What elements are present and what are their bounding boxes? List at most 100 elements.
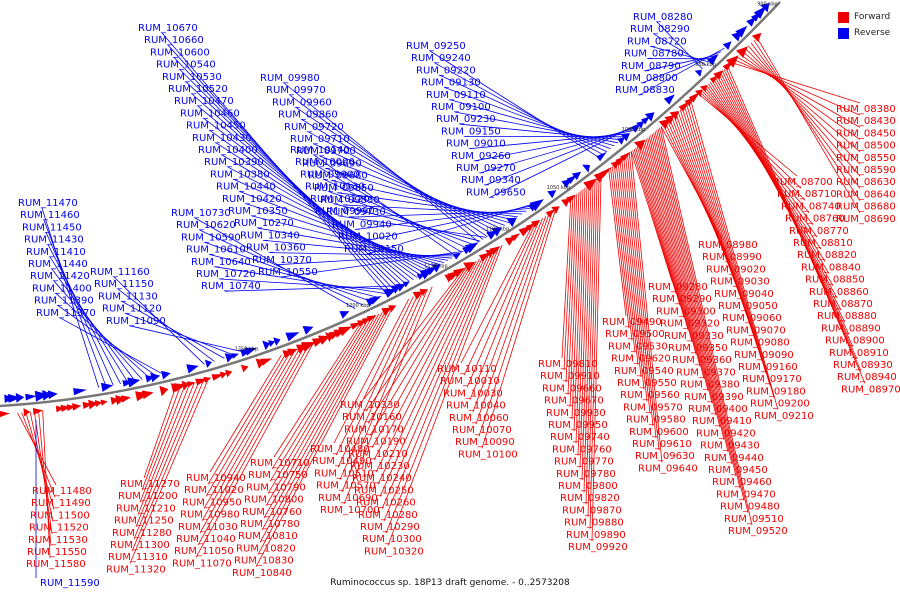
leader-line bbox=[575, 187, 586, 444]
gene-label: RUM_10430 bbox=[192, 133, 252, 144]
leader-line bbox=[239, 191, 437, 268]
gene-label: RUM_08880 bbox=[817, 311, 877, 322]
leader-line bbox=[57, 305, 158, 377]
reverse-gene-arrow bbox=[262, 340, 271, 351]
reverse-gene-arrow bbox=[161, 370, 171, 380]
leader-line bbox=[684, 105, 767, 374]
gene-label: RUM_10420 bbox=[222, 194, 282, 205]
leader-line bbox=[45, 232, 114, 386]
gene-label: RUM_08800 bbox=[618, 73, 678, 84]
reverse-gene-arrow bbox=[753, 5, 767, 19]
gene-label: RUM_08840 bbox=[801, 262, 861, 273]
leader-line bbox=[331, 180, 514, 221]
leader-line bbox=[623, 157, 651, 414]
leader-line bbox=[205, 351, 291, 497]
gene-label: RUM_09080 bbox=[730, 338, 790, 349]
gene-label: RUM_09960 bbox=[272, 97, 332, 108]
gene-label: RUM_10090 bbox=[455, 437, 515, 448]
gene-label: RUM_09220 bbox=[416, 65, 476, 76]
gene-label: RUM_08690 bbox=[836, 214, 896, 225]
leader-line bbox=[463, 222, 537, 376]
leader-line bbox=[333, 203, 481, 242]
leader-line bbox=[337, 294, 419, 468]
leader-line bbox=[636, 146, 689, 330]
gene-label: RUM_08290 bbox=[630, 24, 690, 35]
reverse-gene-arrow bbox=[244, 347, 257, 356]
leader-line bbox=[203, 118, 414, 281]
gene-label: RUM_11150 bbox=[94, 279, 154, 290]
gene-label: RUM_10060 bbox=[449, 413, 509, 424]
leader-line bbox=[589, 176, 600, 529]
gene-label: RUM_09180 bbox=[746, 386, 806, 397]
gene-label: RUM_09990 bbox=[315, 206, 375, 217]
gene-label: RUM_09830 bbox=[320, 195, 380, 206]
leader-line bbox=[271, 320, 366, 470]
gene-label: RUM_09060 bbox=[722, 313, 782, 324]
leader-line bbox=[633, 148, 681, 306]
leader-line bbox=[630, 151, 673, 282]
leader-line bbox=[641, 142, 701, 367]
leader-line bbox=[194, 217, 356, 309]
scale-tick-label: 1250 kbp bbox=[235, 347, 259, 353]
reverse-gene-arrow bbox=[464, 242, 479, 254]
leader-line bbox=[610, 167, 630, 329]
gene-label: RUM_09490 bbox=[602, 317, 662, 328]
leader-line bbox=[365, 266, 467, 412]
leader-line bbox=[307, 131, 497, 232]
gene-label: RUM_10280 bbox=[358, 510, 418, 521]
gene-label: RUM_09380 bbox=[680, 380, 740, 391]
leader-line bbox=[295, 107, 488, 238]
gene-label: RUM_10370 bbox=[252, 255, 312, 266]
forward-swatch bbox=[838, 11, 849, 23]
gene-label: RUM_08770 bbox=[789, 226, 849, 237]
gene-label: RUM_09500 bbox=[605, 329, 665, 340]
gene-label: RUM_09450 bbox=[708, 465, 768, 476]
reverse-gene-arrow bbox=[231, 353, 239, 359]
gene-label: RUM_09580 bbox=[626, 415, 686, 426]
leader-line bbox=[750, 42, 861, 189]
gene-label: RUM_09660 bbox=[542, 383, 602, 394]
forward-gene-arrow bbox=[357, 320, 366, 327]
gene-label: RUM_08970 bbox=[841, 384, 900, 395]
gene-label: RUM_10290 bbox=[360, 522, 420, 533]
leader-line bbox=[697, 93, 798, 177]
reverse-gene-arrow bbox=[735, 25, 748, 38]
leader-line bbox=[739, 53, 861, 140]
leader-line bbox=[363, 268, 464, 400]
leader-line bbox=[745, 48, 861, 165]
forward-gene-arrow bbox=[381, 307, 393, 316]
leader-line bbox=[615, 163, 639, 365]
gene-label: RUM_08760 bbox=[785, 214, 845, 225]
leader-line bbox=[587, 178, 598, 517]
gene-label: RUM_09690 bbox=[302, 158, 362, 169]
gene-label: RUM_11120 bbox=[102, 304, 162, 315]
leader-line bbox=[129, 325, 245, 353]
gene-arrows bbox=[0, 3, 770, 418]
leader-line bbox=[484, 124, 641, 186]
leader-line bbox=[439, 75, 608, 153]
gene-label: RUM_09980 bbox=[260, 73, 320, 84]
gene-label: RUM_08890 bbox=[821, 323, 881, 334]
gene-label: RUM_09860 bbox=[278, 110, 338, 121]
gene-label: RUM_09870 bbox=[562, 505, 622, 516]
forward-gene-arrow bbox=[583, 178, 598, 191]
gene-label: RUM_10670 bbox=[138, 23, 198, 34]
gene-label: RUM_09050 bbox=[718, 301, 778, 312]
gene-label: RUM_08930 bbox=[833, 360, 893, 371]
gene-label: RUM_11440 bbox=[28, 259, 88, 270]
leader-line bbox=[121, 301, 225, 359]
gene-label: RUM_09130 bbox=[421, 78, 481, 89]
leader-line bbox=[195, 342, 314, 558]
diagram-caption: Ruminococcus sp. 18P13 draft genome. - 0… bbox=[330, 578, 570, 588]
gene-label: RUM_09150 bbox=[441, 126, 501, 137]
forward-gene-arrow bbox=[551, 206, 560, 214]
leader-line bbox=[573, 189, 584, 432]
gene-label: RUM_11160 bbox=[90, 267, 150, 278]
leader-line bbox=[651, 133, 729, 452]
gene-label: RUM_08810 bbox=[793, 238, 853, 249]
reverse-gene-arrow bbox=[621, 133, 630, 142]
gene-label: RUM_09520 bbox=[728, 526, 788, 537]
leader-line bbox=[444, 87, 611, 150]
gene-label: RUM_09270 bbox=[456, 163, 516, 174]
gene-label: RUM_11390 bbox=[34, 296, 94, 307]
